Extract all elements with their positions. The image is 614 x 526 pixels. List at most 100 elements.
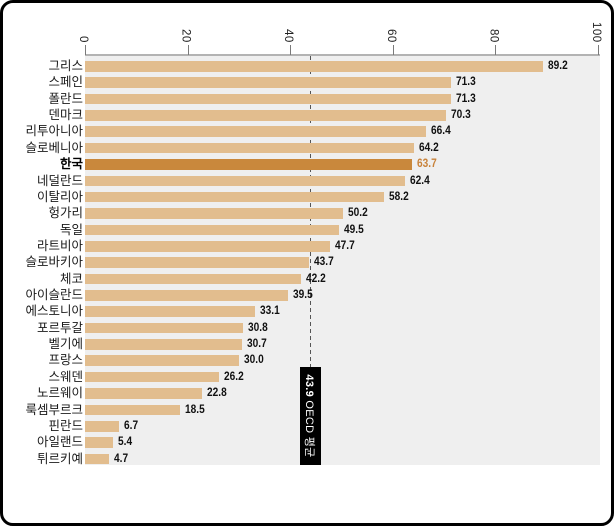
value-label: 18.5 [184,403,205,416]
value-label: 39.5 [292,289,313,302]
bar [85,273,302,285]
bar-row: 30.0 [85,350,600,367]
category-label: 덴마크 [48,108,83,123]
value-label: 89.2 [547,60,568,72]
category-label-column: 그리스 스페인 폴란드 덴마크 리투아니아 슬로베니아 한국 네덜란드 이탈리아 헝가리 독일 라트비… [3,58,83,467]
bar [85,191,384,203]
x-tick-mark [495,45,497,55]
bar [85,224,339,236]
category-label: 노르웨이 [36,386,83,401]
bar-rows: 89.2 71.3 71.3 70.3 66.4 64.2 63.7 62.4 58.2 50.2… [85,56,600,465]
plot-area: 89.2 71.3 71.3 70.3 66.4 64.2 63.7 62.4 58.2 50.2… [85,56,600,465]
bar-row: 63.7 [85,154,600,170]
bar-row: 71.3 [85,89,600,105]
category-label: 스페인 [48,75,83,90]
category-label: 룩셈부르크 [25,402,83,417]
value-label: 49.5 [343,223,364,236]
bar-row: 64.2 [85,138,600,154]
bar-row: 39.5 [85,285,600,301]
x-tick-mark [598,45,599,55]
category-label: 벨기에 [48,337,83,352]
bar [85,453,110,465]
oecd-average-value: 43.9 [303,374,316,398]
category-label: 프랑스 [48,353,83,368]
x-tick-label: 40 [282,29,295,43]
value-label: 70.3 [450,109,471,122]
x-tick-mark [392,45,394,55]
oecd-average-label: 43.9 OECD 평균 [302,374,318,457]
bar-row: 4.7 [85,449,600,465]
category-label: 리투아니아 [25,124,83,139]
value-label: 58.2 [388,190,409,203]
bar [85,404,180,416]
x-tick-label: 100 [590,22,602,43]
bar [85,93,451,105]
bar-row: 33.1 [85,301,600,317]
value-label: 50.2 [347,207,368,220]
bar [85,77,451,88]
bar-row: 49.5 [85,220,600,236]
value-label: 63.7 [416,158,437,171]
value-label: 64.2 [419,141,440,154]
category-label: 그리스 [48,59,83,73]
x-tick-label: 0 [77,36,89,43]
category-label: 에스토니아 [25,304,83,319]
bar-row: 30.8 [85,318,600,334]
bar [85,175,406,187]
category-label: 체코 [59,271,83,286]
bar-row: 5.4 [85,432,600,448]
category-label: 아이슬란드 [25,288,83,303]
value-label: 42.2 [306,272,327,285]
bar-row: 62.4 [85,171,600,187]
category-label: 슬로바키아 [25,255,83,270]
bar [85,61,543,72]
bar [85,290,288,301]
oecd-average-text: OECD 평균 [303,397,316,458]
bar-row: 22.8 [85,383,600,399]
bar-row: 66.4 [85,121,600,138]
bar-row: 70.3 [85,105,600,121]
value-label: 4.7 [114,452,129,465]
category-label: 핀란드 [48,418,83,433]
category-label: 라트비아 [36,238,83,253]
category-label: 한국 [59,157,83,172]
bar [85,355,239,367]
bar-row: 89.2 [85,56,600,72]
x-axis-header: 0 20 40 60 80 100 [3,3,611,43]
bar-row: 43.7 [85,252,600,268]
value-label: 47.7 [334,239,355,252]
bar [85,388,202,399]
category-label: 이탈리아 [36,189,83,204]
value-label: 30.0 [243,354,264,367]
bar-row: 71.3 [85,72,600,88]
value-label: 33.1 [259,305,280,318]
bar [85,322,243,334]
bar [85,257,310,268]
x-axis-line [85,54,600,57]
bar [85,110,446,121]
bar [85,339,243,350]
value-label: 43.7 [314,256,334,269]
x-tick-mark [85,45,86,55]
value-label: 66.4 [430,125,451,138]
bar [85,142,415,154]
bar-row: 26.2 [85,367,600,383]
oecd-average-marker: 43.9 OECD 평균 [299,367,321,465]
category-label: 슬로베니아 [25,140,83,155]
bar [85,208,343,219]
category-label: 포르투갈 [36,320,83,335]
category-label: 독일 [59,222,83,237]
bar-row: 18.5 [85,400,600,416]
bar [85,420,120,432]
bar [85,240,330,252]
bar-row: 47.7 [85,236,600,252]
x-tick-label: 60 [384,29,397,43]
value-label: 5.4 [117,436,132,449]
value-label: 30.7 [247,338,268,351]
x-tick-mark [187,45,189,55]
category-label: 아일랜드 [36,435,83,450]
bar-row: 58.2 [85,187,600,203]
category-label: 스웨덴 [48,369,83,384]
category-label: 네덜란드 [36,173,83,188]
